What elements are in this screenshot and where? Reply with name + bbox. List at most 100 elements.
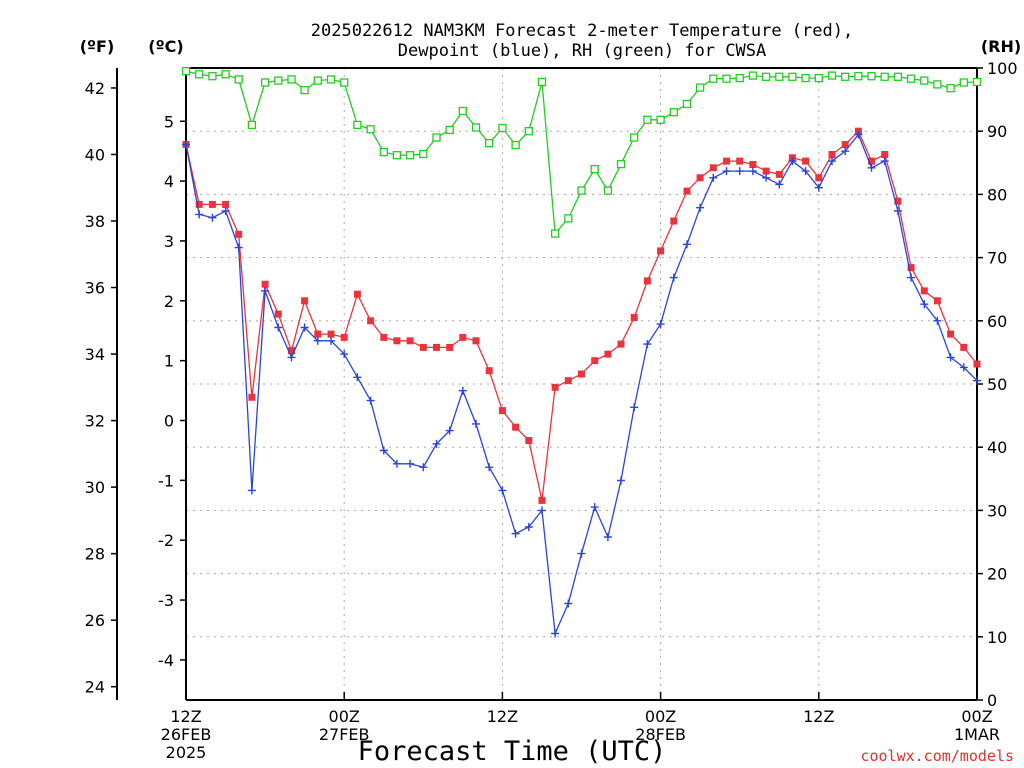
rh-point [524,127,533,136]
celsius-tick-label: 0 [164,412,174,431]
temperature-point [367,317,375,325]
rh-point [933,80,942,89]
dewpoint-point [287,353,296,362]
rh-point [577,186,586,195]
rh-point [260,78,270,87]
rh-point [669,108,678,117]
dewpoint-point [617,476,625,485]
rh-point [485,139,494,148]
dewpoint-point [893,207,902,215]
rh-tick-label: 50 [987,375,1007,394]
temperature-point [670,217,678,225]
rh-point [920,76,929,85]
temperature-point [894,197,902,205]
series-dewpoint [182,130,981,638]
x-tick-label: 00Z [961,707,992,726]
dewpoint-point [551,629,560,638]
dewpoint-point [735,167,744,176]
dewpoint-point [472,419,480,428]
dewpoint-point [261,286,270,295]
fahrenheit-tick-label: 34 [85,345,105,364]
celsius-tick-label: 1 [164,352,174,371]
rh-point [906,74,916,83]
rh-tick-label: 0 [987,691,997,710]
dewpoint-point [775,180,784,189]
rh-point [287,75,296,84]
rh-point [854,72,863,81]
temperature-point [406,337,414,345]
rh-point [247,120,257,130]
x-tick-label: 12Z [487,707,518,726]
chart-title-line-1: 2025022612 NAM3KM Forecast 2-meter Tempe… [311,21,853,41]
dewpoint-point [458,386,467,395]
chart-title-line-2: Dewpoint (blue), RH (green) for CWSA [398,41,766,61]
dewpoint-point [247,486,256,495]
rh-point [841,72,850,81]
dewpoint-point [300,323,309,332]
dewpoint-point [709,173,718,182]
rh-point [801,73,810,83]
temperature-point [881,151,889,158]
celsius-tick-label: -4 [158,651,174,670]
temperature-point [960,343,968,351]
temperature-point [868,157,875,165]
dewpoint-point [208,213,217,222]
rh-point [537,77,547,87]
x-axis-title: Forecast Time (UTC) [358,736,667,767]
temperature-point [802,157,810,165]
dewpoint-point [366,396,375,405]
rh-point [195,70,204,79]
temperature-point [274,310,282,318]
rh-point [208,72,217,81]
rh-point [353,120,362,130]
rh-point [616,159,626,169]
rh-point [326,75,336,84]
dewpoint-point [867,163,876,172]
temperature-point [564,377,572,385]
dewpoint-point [564,599,573,608]
rh-tick-label: 60 [987,312,1007,331]
series-rh [181,67,982,238]
temperature-point [947,330,955,338]
temperature-point [288,347,295,355]
celsius-tick-label: 4 [164,172,174,191]
temperature-point [775,170,783,178]
celsius-tick-label: 3 [164,232,174,251]
rh-point [419,149,428,159]
temperature-point [736,157,744,165]
fahrenheit-tick-label: 42 [85,79,105,98]
temperature-point [208,200,216,208]
rh-point [880,72,889,81]
fahrenheit-tick-label: 24 [85,678,105,697]
temperature-point [617,340,625,348]
rh-tick-label: 80 [987,185,1007,204]
dewpoint-point [313,336,322,345]
rh-point [893,72,903,81]
x-tick-label: 00Z [329,707,360,726]
rh-point [946,84,955,93]
temperature-point [828,151,836,158]
dewpoint-point [788,157,797,166]
dewpoint-point [432,439,441,448]
temperature-point [485,367,493,375]
temperature-point [841,141,849,148]
dewpoint-point [603,533,612,541]
fahrenheit-tick-label: 32 [85,412,105,431]
temperature-point [419,343,427,351]
rh-point [221,70,230,79]
dewpoint-point [392,459,401,468]
x-tick-label: 1MAR [954,725,1000,744]
series-temperature [182,127,981,504]
dewpoint-point [221,207,230,215]
tick-labels: 24262830323436384042-4-3-2-1012345010203… [85,59,1018,762]
rh-point [735,73,744,83]
rh-tick-label: 20 [987,565,1007,584]
temperature-point [525,437,533,444]
dewpoint-point [748,167,757,176]
dewpoint-point [590,503,599,512]
dewpoint-point [577,549,586,558]
dewpoint-point [696,203,705,212]
fahrenheit-tick-label: 38 [85,212,105,231]
rh-point [748,71,758,80]
